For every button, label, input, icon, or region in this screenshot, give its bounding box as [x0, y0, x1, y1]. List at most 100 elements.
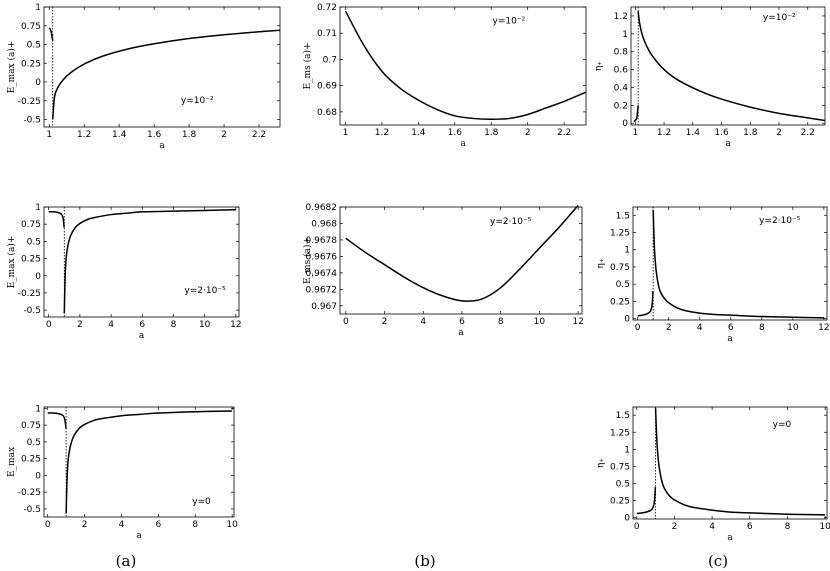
x-tick-label: 1.6	[448, 128, 463, 138]
x-tick-label: 6	[747, 522, 753, 532]
series-line-1	[48, 27, 54, 41]
series-line-2	[63, 209, 236, 314]
parameter-annotation: y=2·10⁻⁵	[490, 217, 532, 227]
x-tick-label: 2	[382, 317, 388, 327]
x-tick-label: 1.4	[112, 130, 127, 140]
y-tick-label: -0.25	[18, 289, 41, 299]
panel-c2: 0 2 4 6 8 10 12 0 0.25 0.5 0.75 1 1.25 1.5 a η₊ y=2·10⁻⁵	[596, 206, 830, 344]
y-tick-label: 0.9672	[306, 285, 338, 295]
parameter-annotation: y=2·10⁻⁵	[759, 216, 801, 226]
y-axis-label: η₊	[594, 61, 604, 71]
x-tick-label: 2.2	[557, 128, 571, 138]
y-tick-label: 1	[624, 246, 630, 256]
x-tick-label: 10	[534, 317, 546, 327]
x-tick-label: 4	[697, 323, 703, 333]
y-tick-label: 0.5	[27, 438, 41, 448]
caption-b: (b)	[414, 552, 435, 570]
y-axis-label: E_max (a)+	[6, 41, 17, 94]
series-line-1	[345, 204, 579, 302]
x-tick-label: 1	[46, 130, 52, 140]
y-tick-label: 0.9678	[306, 236, 338, 246]
y-tick-label: 1	[35, 404, 41, 414]
plot-frame	[632, 406, 828, 520]
series-line-2	[652, 209, 824, 319]
x-axis-label: a	[727, 533, 733, 543]
y-tick-label: 0.7	[323, 55, 337, 65]
x-tick-label: 2	[77, 320, 83, 330]
x-tick-label: 2	[221, 130, 227, 140]
y-tick-label: 0.25	[21, 255, 41, 265]
x-tick-label: 2	[82, 520, 88, 530]
y-axis-label: η₊	[596, 458, 606, 468]
caption-c: (c)	[708, 552, 728, 570]
series-line-1	[637, 291, 654, 317]
y-tick-label: 0.2	[614, 101, 628, 111]
y-tick-label: -0.5	[23, 116, 41, 126]
series-line-2	[51, 29, 281, 120]
x-tick-label: 1.8	[182, 130, 197, 140]
y-tick-label: 0.5	[27, 237, 41, 247]
y-tick-label: -0.25	[18, 97, 41, 107]
x-tick-label: 4	[108, 320, 114, 330]
y-tick-label: 0.25	[21, 59, 41, 69]
series-line-1	[636, 486, 657, 515]
x-tick-label: 2.2	[252, 130, 266, 140]
plot-frame	[43, 406, 235, 518]
y-axis-label: E_max (a)+	[6, 236, 17, 289]
x-tick-label: 4	[420, 317, 426, 327]
x-tick-label: 10	[819, 522, 830, 532]
y-tick-label: 0.5	[27, 41, 41, 51]
x-tick-label: 0	[634, 522, 640, 532]
series-line-2	[65, 410, 233, 514]
x-axis-label: a	[458, 328, 464, 338]
x-tick-label: 1.6	[714, 128, 729, 138]
plot-frame	[632, 206, 828, 321]
y-tick-label: 0.9676	[306, 252, 338, 262]
y-tick-label: 0.71	[317, 29, 337, 39]
x-tick-label: 1.2	[375, 128, 389, 138]
x-axis-label: a	[136, 531, 142, 541]
panel-c3: 0 2 4 6 8 10 0 0.25 0.5 0.75 1 1.25 1.5 a η₊ y=0	[596, 406, 830, 543]
plot-frame	[630, 6, 826, 126]
parameter-annotation: y=10⁻²	[181, 96, 214, 106]
y-tick-label: 0.9674	[306, 269, 338, 279]
x-axis-label: a	[139, 331, 145, 341]
y-tick-label: -0.5	[23, 505, 41, 515]
x-tick-label: 4	[119, 520, 125, 530]
x-tick-label: 12	[572, 317, 583, 327]
x-tick-label: 10	[199, 320, 211, 330]
y-tick-label: 0.25	[610, 297, 630, 307]
x-tick-label: 6	[459, 317, 465, 327]
plot-frame	[339, 6, 587, 126]
y-tick-label: 0.8	[614, 48, 629, 58]
y-tick-label: 0.9682	[306, 203, 338, 213]
y-tick-label: 0.75	[21, 22, 41, 32]
y-tick-label: 0.4	[614, 83, 629, 93]
y-tick-label: 0	[622, 119, 628, 129]
y-tick-label: 1.2	[614, 12, 628, 22]
x-tick-label: 2	[666, 323, 672, 333]
x-tick-label: 10	[226, 520, 238, 530]
y-tick-label: 1.25	[610, 428, 630, 438]
x-tick-label: 1.6	[147, 130, 162, 140]
y-tick-label: 0	[624, 315, 630, 325]
y-tick-label: 1.5	[616, 211, 630, 221]
panel-b1: 1 1.2 1.4 1.6 1.8 2 2.2 0.68 0.69 0.7 0.71 0.72 a E_m…	[302, 3, 587, 149]
y-tick-label: 0.75	[21, 220, 41, 230]
x-axis-label: a	[727, 334, 733, 344]
x-tick-label: 0	[45, 520, 51, 530]
y-tick-label: 0.5	[616, 479, 630, 489]
y-tick-label: 0.75	[610, 462, 630, 472]
x-tick-label: 2	[525, 128, 531, 138]
x-tick-label: 1.8	[484, 128, 499, 138]
parameter-annotation: y=10⁻²	[763, 13, 796, 23]
parameter-annotation: y=2·10⁻⁵	[184, 286, 226, 296]
y-tick-label: 0.967	[311, 302, 337, 312]
x-tick-label: 1.4	[411, 128, 426, 138]
y-tick-label: 0	[35, 78, 41, 88]
x-tick-label: 6	[156, 520, 162, 530]
x-tick-label: 1.8	[743, 128, 758, 138]
panel-c1: 1 1.2 1.4 1.6 1.8 2 2.2 0 0.2 0.4 0.6 0.8 1 1.2 a η₊ y=1…	[594, 6, 826, 149]
panel-a2: 0 2 4 6 8 10 12 -0.5 -0.25 0 0.25 0.5 0.75 1 a E_max (a…	[6, 203, 242, 341]
